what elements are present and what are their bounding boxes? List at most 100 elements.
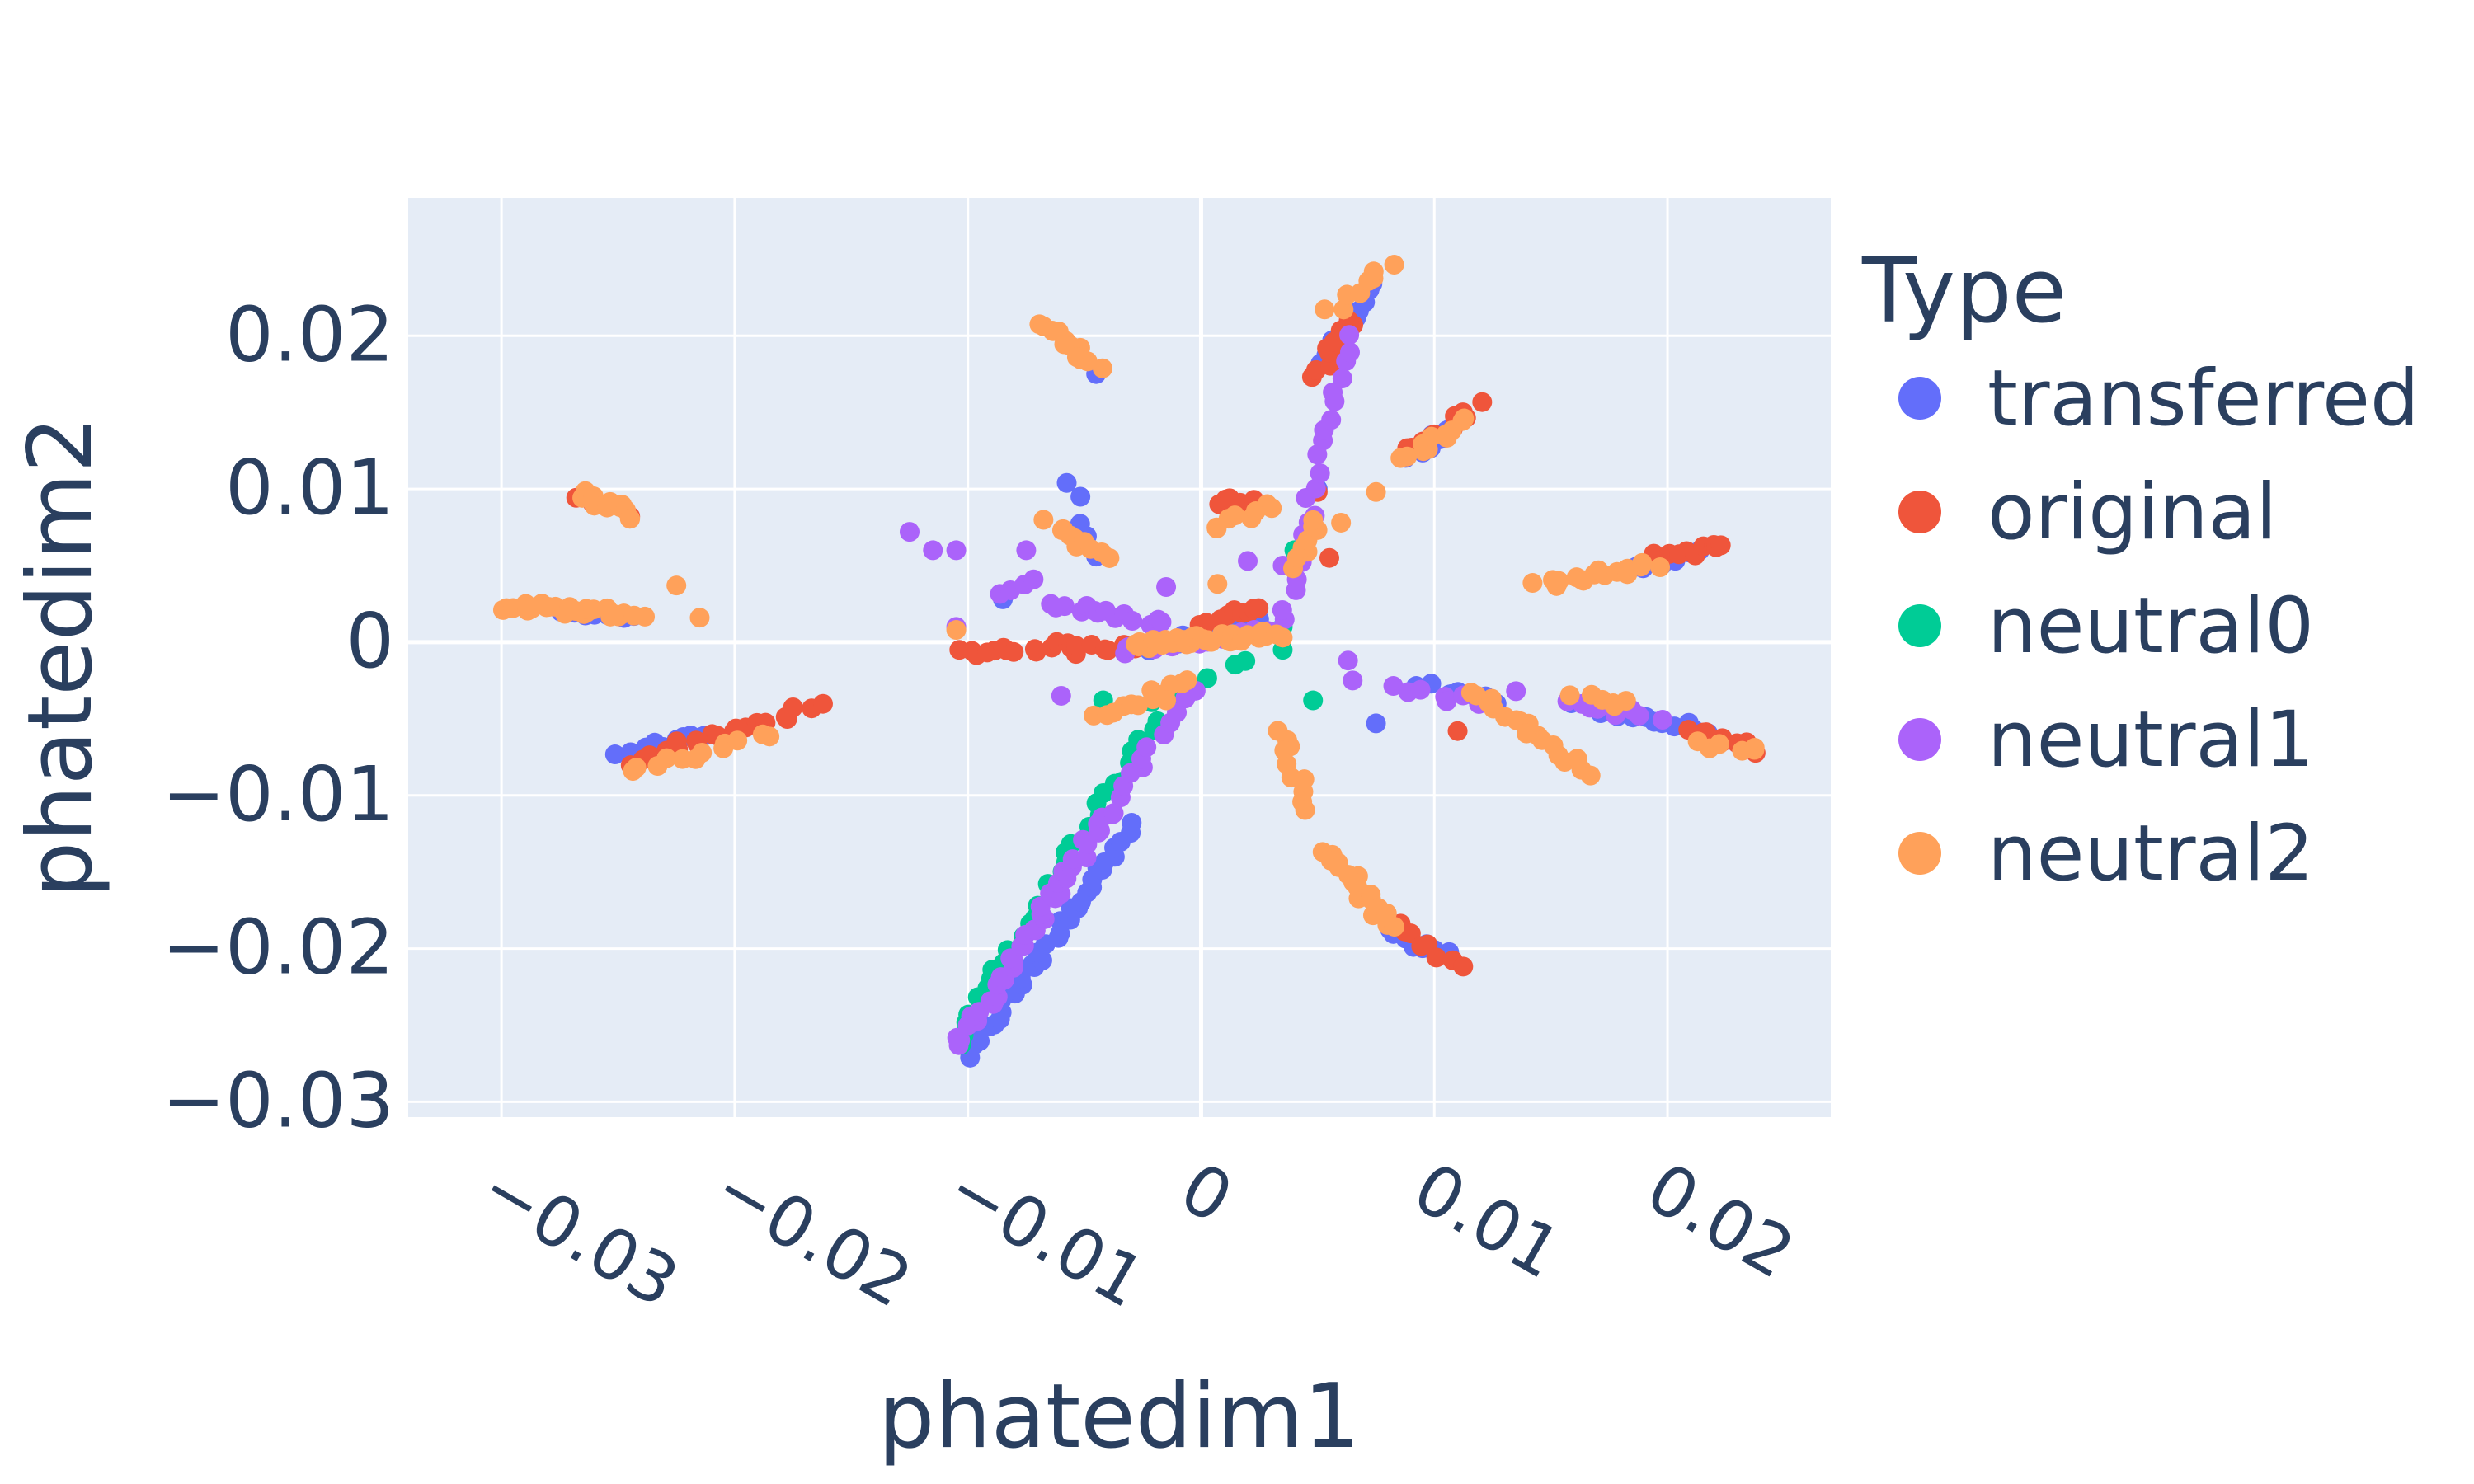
data-point-neutral2 bbox=[1295, 800, 1315, 820]
data-point-original bbox=[812, 693, 833, 714]
data-point-original bbox=[1026, 641, 1047, 662]
data-point-neutral2 bbox=[1709, 734, 1729, 754]
data-point-neutral1 bbox=[1338, 650, 1358, 671]
data-point-neutral1 bbox=[1506, 681, 1526, 702]
data-point-neutral2 bbox=[666, 575, 687, 596]
y-tick-labels: −0.03 −0.02 −0.01 0 0.01 0.02 bbox=[162, 290, 394, 1144]
data-point-neutral2 bbox=[1315, 299, 1335, 320]
data-point-neutral0 bbox=[1303, 690, 1324, 711]
data-point-neutral2 bbox=[1303, 510, 1324, 530]
data-point-neutral2 bbox=[1397, 446, 1418, 467]
data-point-neutral2 bbox=[1331, 512, 1352, 533]
legend-marker bbox=[1898, 718, 1941, 761]
data-point-neutral2 bbox=[1363, 261, 1384, 282]
data-point-neutral1 bbox=[1410, 679, 1431, 700]
data-point-neutral2 bbox=[1549, 571, 1569, 591]
legend-label: neutral2 bbox=[1987, 809, 2314, 899]
data-point-neutral1 bbox=[1437, 691, 1457, 711]
data-point-transferred bbox=[1122, 813, 1142, 834]
data-point-neutral1 bbox=[1339, 342, 1360, 363]
data-point-neutral1 bbox=[1323, 382, 1343, 402]
data-point-neutral1 bbox=[1272, 599, 1292, 620]
data-point-neutral1 bbox=[923, 540, 943, 561]
data-point-neutral1 bbox=[1629, 705, 1649, 726]
legend-marker bbox=[1898, 604, 1941, 647]
legend-item-transferred: transferred bbox=[1898, 354, 2420, 444]
data-point-neutral1 bbox=[1310, 463, 1330, 483]
data-point-neutral2 bbox=[1744, 740, 1765, 760]
x-tick-label: 0.02 bbox=[1634, 1147, 1808, 1294]
data-point-neutral2 bbox=[1384, 255, 1404, 275]
data-point-neutral1 bbox=[1023, 569, 1044, 589]
data-point-neutral2 bbox=[1156, 690, 1177, 711]
data-point-neutral2 bbox=[626, 758, 647, 778]
legend-title: Type bbox=[1861, 240, 2067, 343]
data-point-neutral2 bbox=[1225, 505, 1245, 526]
data-point-neutral2 bbox=[1262, 498, 1282, 519]
x-axis-title: phatedim1 bbox=[878, 1365, 1360, 1468]
y-tick-label: 0.02 bbox=[225, 290, 394, 378]
data-point-original bbox=[1472, 392, 1493, 412]
data-point-neutral2 bbox=[635, 606, 656, 627]
data-point-neutral2 bbox=[1092, 358, 1112, 378]
data-point-neutral0 bbox=[1235, 650, 1256, 671]
legend-label: neutral1 bbox=[1987, 695, 2314, 785]
x-tick-label: −0.03 bbox=[468, 1147, 692, 1323]
data-point-transferred bbox=[604, 744, 625, 765]
data-point-original bbox=[1710, 535, 1731, 556]
data-point-neutral1 bbox=[1151, 612, 1172, 632]
data-point-neutral2 bbox=[689, 608, 710, 628]
data-point-original bbox=[1098, 640, 1118, 660]
legend: Type transferred original neutral0 neutral1… bbox=[1861, 240, 2420, 899]
data-point-original bbox=[1066, 636, 1087, 656]
data-point-transferred bbox=[1056, 472, 1077, 493]
data-point-neutral2 bbox=[619, 509, 640, 529]
data-point-neutral2 bbox=[1177, 670, 1197, 691]
data-point-neutral1 bbox=[1103, 803, 1124, 824]
data-point-neutral2 bbox=[1366, 481, 1386, 502]
x-tick-label: 0 bbox=[1167, 1147, 1245, 1239]
y-tick-label: 0.01 bbox=[225, 444, 394, 532]
data-point-neutral1 bbox=[1051, 685, 1071, 706]
data-point-neutral2 bbox=[1580, 765, 1601, 786]
data-point-neutral1 bbox=[1136, 737, 1157, 758]
y-tick-label: 0 bbox=[346, 597, 394, 685]
data-point-neutral1 bbox=[1305, 478, 1326, 499]
x-tick-label: 0.01 bbox=[1400, 1147, 1574, 1294]
data-point-neutral2 bbox=[1650, 557, 1671, 578]
data-point-original bbox=[783, 697, 803, 717]
legend-marker bbox=[1898, 491, 1941, 533]
data-point-transferred bbox=[1070, 486, 1091, 507]
data-points bbox=[492, 255, 1766, 1068]
data-point-neutral1 bbox=[1653, 710, 1673, 730]
data-point-neutral2 bbox=[1272, 627, 1293, 648]
data-point-neutral1 bbox=[1073, 829, 1094, 850]
data-point-neutral1 bbox=[1332, 369, 1352, 389]
data-point-neutral2 bbox=[946, 620, 967, 641]
legend-marker bbox=[1898, 377, 1941, 420]
y-axis-title: phatedim2 bbox=[9, 416, 112, 898]
data-point-neutral1 bbox=[1122, 611, 1143, 632]
x-tick-labels: −0.03 −0.02 −0.01 0 0.01 0.02 bbox=[468, 1147, 1808, 1323]
series-neutral2 bbox=[492, 255, 1765, 937]
legend-items: transferred original neutral0 neutral1 neutr… bbox=[1898, 354, 2420, 899]
legend-item-neutral0: neutral0 bbox=[1898, 581, 2314, 671]
data-point-neutral2 bbox=[1333, 299, 1354, 320]
data-point-neutral2 bbox=[1384, 917, 1404, 937]
data-point-original bbox=[1453, 956, 1474, 977]
data-point-neutral2 bbox=[1077, 351, 1098, 372]
data-point-neutral1 bbox=[1343, 670, 1363, 691]
legend-label: original bbox=[1987, 467, 2277, 557]
legend-item-neutral2: neutral2 bbox=[1898, 809, 2314, 899]
data-point-neutral0 bbox=[1197, 668, 1217, 688]
x-tick-label: −0.01 bbox=[934, 1147, 1158, 1323]
legend-marker bbox=[1898, 832, 1941, 875]
y-tick-label: −0.02 bbox=[162, 904, 394, 992]
data-point-original bbox=[1319, 547, 1340, 568]
legend-label: neutral0 bbox=[1987, 581, 2314, 671]
data-point-original bbox=[1004, 641, 1024, 662]
data-point-neutral1 bbox=[1054, 596, 1075, 617]
y-tick-label: −0.01 bbox=[162, 750, 394, 838]
x-tick-label: −0.02 bbox=[701, 1147, 925, 1323]
